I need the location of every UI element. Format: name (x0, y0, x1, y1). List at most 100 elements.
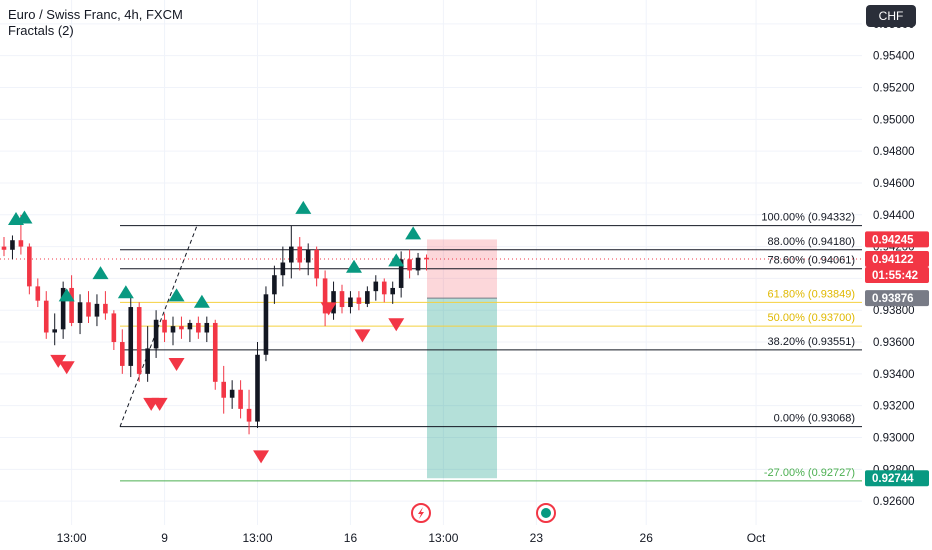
candle-body (111, 313, 117, 343)
event-dot-icon (541, 508, 551, 518)
candle-body (221, 381, 226, 398)
candle (170, 316, 176, 346)
candle-body (86, 302, 91, 317)
fractal-down-marker (151, 397, 168, 411)
candle-body (263, 294, 269, 355)
take-profit-zone (427, 298, 497, 479)
candle-body (356, 297, 362, 304)
event-markers[interactable] (411, 503, 556, 523)
fib-level-label: -27.00% (0.92727) (764, 467, 855, 479)
candle-body (103, 303, 108, 314)
price-tick-label: 0.93400 (873, 369, 915, 381)
candle (52, 313, 57, 346)
price-label: 0.94245 (872, 234, 914, 246)
fractal-up-marker (168, 288, 185, 302)
candle-body (398, 259, 404, 288)
indicator-label[interactable]: Fractals (2) (8, 23, 74, 38)
candle-body (272, 275, 277, 295)
candle-body (196, 322, 201, 333)
candle-body (280, 262, 286, 276)
fib-level-label: 50.00% (0.93700) (768, 312, 855, 324)
candle (136, 302, 142, 382)
candle-body (69, 287, 74, 323)
candle-body (77, 302, 83, 323)
candle (153, 310, 159, 358)
candle (331, 281, 336, 320)
fractal-down-marker (58, 361, 75, 375)
time-tick-label: 23 (530, 531, 544, 545)
time-tick-label: Oct (747, 531, 766, 545)
price-tick-label: 0.93000 (873, 433, 915, 445)
candle-body (52, 329, 57, 333)
candle (305, 243, 311, 276)
position-zones (427, 239, 497, 479)
candle-body (170, 326, 176, 333)
candle-body (60, 287, 66, 330)
candle (356, 291, 362, 311)
fractal-up-marker (388, 253, 405, 267)
candle (390, 281, 395, 304)
candle-body (322, 278, 328, 314)
candle-body (390, 287, 395, 295)
candle-body (35, 286, 41, 301)
fractal-down-marker (168, 358, 185, 372)
candle (196, 316, 201, 339)
price-label: 0.92744 (872, 473, 914, 485)
candle (77, 294, 83, 335)
time-axis[interactable]: 13:00 9 13:00 16 13:00 23 26 Oct (0, 526, 932, 550)
fractal-up-marker (295, 200, 312, 214)
candle (60, 281, 66, 339)
candle (27, 243, 32, 295)
candle (103, 291, 108, 320)
candle-body (1, 246, 7, 250)
fractal-up-marker (405, 226, 422, 240)
symbol-title[interactable]: Euro / Swiss Franc, 4h, FXCM (8, 7, 183, 22)
fractal-up-marker (58, 288, 75, 302)
candle (272, 265, 277, 304)
price-tick-label: 0.93600 (873, 337, 915, 349)
candle (238, 380, 243, 419)
price-tick-label: 0.93800 (873, 305, 915, 317)
candle-body (373, 281, 379, 292)
time-tick-label: 9 (161, 531, 168, 545)
earnings-event-icon (536, 503, 556, 523)
candle (322, 270, 328, 327)
trend-line[interactable] (119, 225, 198, 427)
price-label: 01:55:42 (872, 270, 918, 282)
fractal-down-marker (354, 329, 371, 343)
price-tick-label: 0.94800 (873, 146, 915, 158)
candle (86, 291, 91, 323)
candle-body (145, 348, 150, 374)
candle (280, 246, 286, 287)
candle (339, 284, 345, 314)
candle-body (162, 319, 167, 333)
candle-body (27, 246, 32, 287)
candle-body (136, 307, 142, 374)
time-tick-label: 13:00 (428, 531, 458, 545)
candle (179, 316, 184, 339)
price-axis[interactable]: 0.956000.954000.952000.950000.948000.946… (862, 0, 932, 550)
fractal-up-marker (117, 285, 134, 299)
candle (204, 316, 210, 343)
time-axis-bg (0, 526, 932, 550)
time-tick-label: 26 (640, 531, 654, 545)
candlestick-series (1, 214, 429, 435)
candle-body (314, 249, 319, 279)
fibonacci-retracement[interactable]: 100.00% (0.94332) 88.00% (0.94180) 78.60% … (120, 212, 862, 482)
candle-body (289, 246, 294, 263)
currency-button[interactable]: CHF (866, 5, 916, 27)
candle-body (339, 291, 345, 308)
fractal-down-marker (388, 318, 405, 332)
price-label-bg (865, 470, 929, 487)
candle-body (255, 354, 260, 422)
candle (10, 235, 15, 260)
fib-level-label: 61.80% (0.93849) (768, 288, 855, 300)
price-label: 0.93876 (872, 293, 914, 305)
candle-body (246, 408, 252, 422)
candle-body (424, 257, 429, 260)
economic-event-icon (411, 503, 431, 523)
candle-body (128, 307, 134, 366)
candle (162, 313, 167, 343)
lightning-icon (418, 507, 424, 519)
